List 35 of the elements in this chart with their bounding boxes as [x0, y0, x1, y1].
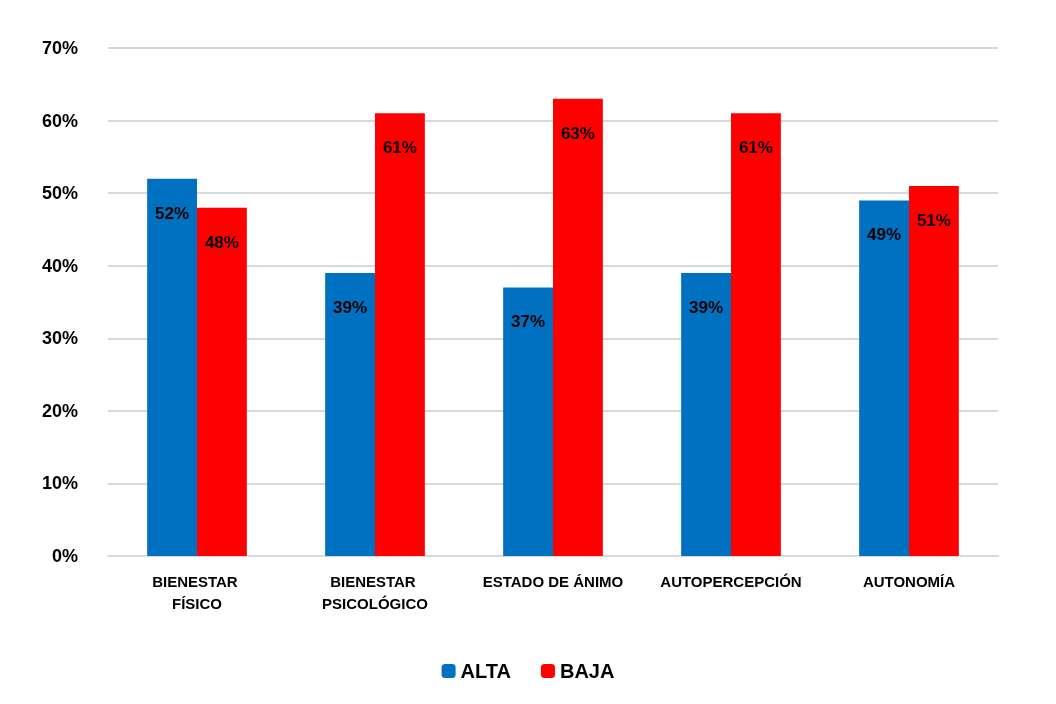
- bar: [731, 113, 781, 556]
- y-tick-label: 50%: [41, 183, 78, 204]
- bar: [147, 178, 197, 556]
- y-tick-label: 60%: [41, 110, 78, 131]
- data-label: 39%: [689, 297, 724, 317]
- y-tick-label: 0%: [51, 546, 78, 566]
- legend-label: ALTA: [460, 660, 511, 682]
- bar: [553, 98, 603, 556]
- bar: [859, 200, 909, 556]
- bar: [681, 272, 731, 556]
- y-tick-label: 30%: [41, 328, 78, 349]
- bar: [909, 185, 959, 556]
- y-tick-label: 20%: [41, 400, 78, 421]
- y-tick-label: 70%: [41, 38, 78, 58]
- data-label: 49%: [867, 225, 902, 245]
- data-label: 39%: [333, 297, 368, 317]
- data-label: 52%: [155, 203, 190, 223]
- x-tick-label: BIENESTAR FÍSICO: [152, 572, 242, 612]
- bar: [325, 272, 375, 556]
- bar: [375, 113, 425, 556]
- data-label: 37%: [511, 312, 546, 332]
- x-tick-label: AUTOPERCEPCIÓN: [660, 572, 802, 590]
- legend-label: BAJA: [559, 660, 615, 682]
- bar: [197, 207, 247, 556]
- bar: [503, 287, 553, 556]
- data-label: 63%: [560, 123, 595, 143]
- data-label: 51%: [916, 210, 951, 230]
- x-tick-label: BIENESTAR PSICOLÓGICO: [322, 572, 429, 612]
- x-tick-label: AUTONOMÍA: [862, 572, 956, 590]
- y-tick-label: 10%: [41, 473, 78, 494]
- y-tick-label: 40%: [41, 255, 78, 276]
- x-tick-label: ESTADO DE ÁNIMO: [482, 572, 624, 590]
- data-label: 48%: [204, 232, 239, 252]
- data-label: 61%: [382, 138, 417, 158]
- data-label: 61%: [738, 138, 773, 158]
